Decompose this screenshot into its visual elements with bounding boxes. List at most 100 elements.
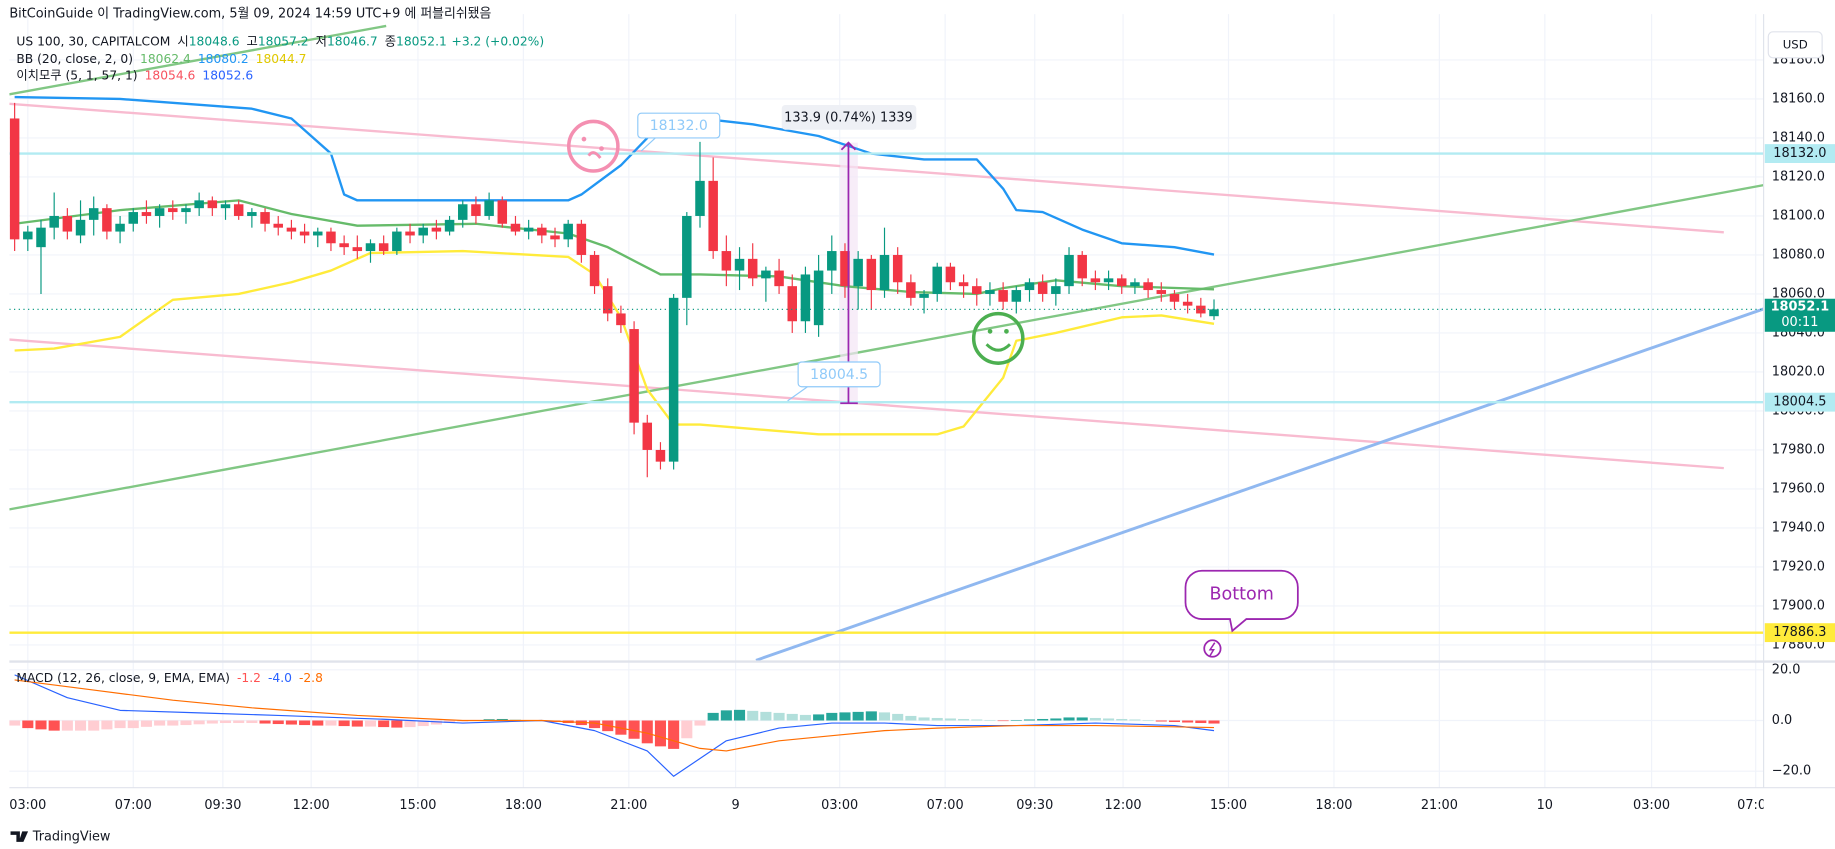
candle-body xyxy=(181,208,191,213)
indicator-line xyxy=(14,679,1215,752)
histogram-bar xyxy=(1063,717,1075,721)
currency-button[interactable] xyxy=(1767,31,1823,59)
price-tag xyxy=(1764,392,1835,412)
candle-body xyxy=(49,215,59,228)
x-tick-label: 03:00 xyxy=(9,798,46,813)
candle-body xyxy=(840,251,850,287)
candle-body xyxy=(892,254,903,283)
y-tick-label: 18060.0 xyxy=(1772,286,1825,301)
x-tick-label: 21:00 xyxy=(1421,798,1458,813)
candle-body xyxy=(879,254,890,291)
candle-body xyxy=(431,227,442,232)
legend-item: -2.8 xyxy=(299,670,323,684)
histogram-bar xyxy=(325,720,337,726)
candle-body xyxy=(405,231,415,236)
happy-face-mouth xyxy=(985,343,1011,352)
histogram-bar xyxy=(668,720,680,749)
x-tick-label: 18:00 xyxy=(505,798,542,813)
candle-body xyxy=(972,286,982,294)
candle-body xyxy=(207,200,218,209)
candle-body xyxy=(418,227,428,236)
legend-row: 이치모쿠 (5, 1, 57, 1) 18054.6 18052.6 xyxy=(16,68,253,82)
measure-box xyxy=(781,104,917,130)
histogram-bar xyxy=(74,720,87,731)
histogram-bar xyxy=(918,717,930,721)
candle-body xyxy=(945,266,956,283)
candle-body xyxy=(695,180,705,216)
candle-body xyxy=(392,231,402,252)
marks xyxy=(9,95,1764,777)
candle-body xyxy=(932,266,942,294)
histogram-bar xyxy=(589,720,601,729)
candle-body xyxy=(734,258,745,271)
candle-body xyxy=(299,231,310,236)
histogram-bar xyxy=(799,714,811,721)
histogram-bar xyxy=(206,720,218,724)
trend-line xyxy=(9,102,1724,234)
candle-body xyxy=(1051,286,1061,294)
price-axis-bg xyxy=(1763,0,1835,826)
legend-item: 18052.6 xyxy=(202,68,253,82)
legend-item: MACD (12, 26, close, 9, EMA, EMA) xyxy=(16,670,230,684)
candle-body xyxy=(1143,282,1153,291)
histogram-bar xyxy=(88,720,100,731)
histogram-bar xyxy=(1076,717,1088,721)
histogram-bar xyxy=(22,720,34,729)
histogram-bar xyxy=(1037,718,1049,721)
y-tick-label: 17920.0 xyxy=(1772,559,1825,574)
x-tick-label: 07:00 xyxy=(115,798,152,813)
histogram-bar xyxy=(496,718,508,721)
legend-item: US 100, 30, CAPITALCOM xyxy=(16,34,170,48)
candle-body xyxy=(761,270,771,279)
candle-body xyxy=(813,270,824,326)
candle-body xyxy=(602,286,613,314)
histogram-bar xyxy=(417,720,429,727)
histogram-bar xyxy=(878,712,891,721)
histogram-bar xyxy=(364,720,377,727)
callout-label: Bottom xyxy=(1209,584,1273,604)
candle-body xyxy=(286,227,297,232)
legend-row: BB (20, close, 2, 0) 18062.4 18080.2 18044.… xyxy=(16,51,306,65)
currency-label[interactable]: USD xyxy=(1783,37,1808,51)
histogram-bar xyxy=(1116,718,1128,721)
histogram-bar xyxy=(654,720,666,747)
candle-body xyxy=(339,243,349,248)
legend-item: 18054.6 xyxy=(145,68,196,82)
histogram-bar xyxy=(312,720,324,726)
candle-body xyxy=(616,313,626,326)
candle-body xyxy=(154,208,165,216)
candle-body xyxy=(313,231,323,236)
candle-body xyxy=(23,231,33,240)
histogram-bar xyxy=(285,720,297,725)
candle-body xyxy=(1209,309,1219,317)
candle-body xyxy=(260,212,270,224)
histogram-bar xyxy=(984,719,996,721)
candle-body xyxy=(866,258,877,291)
candle-body xyxy=(365,243,376,252)
histogram-bar xyxy=(180,720,192,726)
histogram-bar xyxy=(1155,720,1167,722)
histogram-bar xyxy=(971,719,983,721)
histogram-bar xyxy=(48,720,60,731)
measure-label: 133.9 (0.74%) 1339 xyxy=(784,110,913,125)
candle-body xyxy=(128,212,138,224)
candle-body xyxy=(102,208,112,232)
histogram-bar xyxy=(246,720,258,724)
legend-item: 18044.7 xyxy=(256,51,307,65)
legend-item: 18048.6 xyxy=(189,34,240,48)
histogram-bar xyxy=(1208,720,1220,724)
candle-body xyxy=(484,200,494,216)
x-tick-label: 15:00 xyxy=(399,798,436,813)
histogram-bar xyxy=(9,720,21,726)
histogram-bar xyxy=(813,714,825,721)
y-tick-label: 0.0 xyxy=(1772,713,1792,728)
candle-body xyxy=(774,270,784,287)
trend-line xyxy=(9,183,1764,511)
histogram-bar xyxy=(1182,720,1194,723)
indicator-line xyxy=(14,199,1215,296)
candle-body xyxy=(1037,282,1048,294)
histogram-bar xyxy=(61,720,73,731)
y-tick-label: 17940.0 xyxy=(1772,520,1825,535)
legend-item: 18052.1 xyxy=(396,34,447,48)
candle-body xyxy=(352,247,363,252)
